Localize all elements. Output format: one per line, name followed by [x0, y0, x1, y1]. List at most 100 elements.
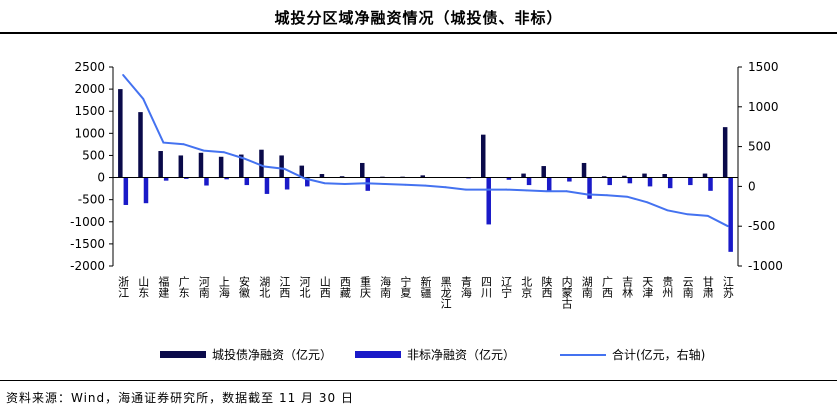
point-total-27 [666, 209, 669, 212]
y-right-tick-label: 1000 [748, 100, 779, 114]
bar-bond-24 [601, 176, 607, 178]
point-total-20 [525, 189, 528, 192]
point-total-16 [444, 186, 447, 189]
x-tick-label-26: 天津 [641, 276, 654, 298]
x-tick-label-23: 湖南 [580, 276, 593, 298]
y-left-tick-label: 2500 [74, 60, 105, 74]
bar-bond-5 [218, 156, 224, 178]
point-total-0 [122, 74, 124, 76]
bar-bond-25 [622, 175, 627, 178]
bar-bond-12 [360, 162, 365, 178]
point-total-19 [505, 188, 508, 191]
bar-bond-15 [420, 175, 425, 178]
point-total-7 [263, 165, 266, 168]
point-total-15 [424, 184, 427, 187]
bar-bond-1 [138, 112, 143, 178]
legend-swatch-nonstd [355, 351, 401, 358]
bar-bond-23 [581, 162, 587, 178]
y-right-tick-label: 0 [748, 179, 756, 193]
legend-label-bond: 城投债净融资（亿元） [212, 348, 333, 362]
bar-bond-11 [339, 176, 345, 178]
bar-nonstd-0 [123, 177, 129, 205]
x-tick-label-15: 新疆 [419, 275, 432, 298]
bar-nonstd-8 [284, 177, 290, 190]
bar-bond-26 [642, 173, 647, 178]
source-note: 资料来源：Wind，海通证券研究所，数据截至 11 月 30 日 [6, 391, 354, 405]
line-total [122, 74, 729, 228]
x-tick-label-3: 广东 [177, 276, 190, 298]
legend-swatch-bond [160, 351, 206, 358]
point-total-17 [464, 188, 467, 191]
bar-bond-21 [541, 166, 546, 178]
x-tick-label-28: 云南 [681, 276, 694, 298]
bar-nonstd-23 [587, 177, 592, 199]
x-tick-label-1: 山东 [137, 276, 150, 298]
y-right-tick-label: -500 [748, 219, 775, 233]
bar-nonstd-27 [667, 177, 673, 189]
x-tick-label-5: 上海 [217, 276, 230, 299]
bar-bond-2 [158, 151, 163, 178]
point-total-11 [343, 183, 346, 185]
bar-nonstd-25 [627, 177, 633, 184]
bar-bond-0 [118, 89, 123, 178]
bar-bond-4 [198, 152, 204, 178]
x-tick-label-10: 山西 [318, 276, 331, 298]
x-tick-label-8: 江西 [278, 276, 291, 298]
point-total-8 [283, 167, 286, 170]
y-left-tick-label: 0 [97, 171, 105, 185]
x-tick-label-6: 安徽 [238, 275, 251, 299]
x-tick-label-9: 河北 [298, 276, 311, 298]
bar-bond-29 [702, 173, 708, 178]
bar-nonstd-28 [688, 177, 693, 186]
bar-nonstd-9 [305, 177, 310, 187]
point-total-29 [706, 214, 709, 217]
point-total-2 [162, 141, 165, 144]
bar-bond-10 [319, 174, 325, 178]
legend: 城投债净融资（亿元） 非标净融资（亿元） 合计(亿元，右轴) [0, 346, 837, 366]
bar-bond-6 [239, 154, 244, 178]
x-tick-label-0: 浙江 [117, 276, 130, 298]
point-total-13 [384, 183, 387, 185]
x-tick-label-14: 宁夏 [399, 275, 412, 298]
point-total-25 [626, 195, 629, 198]
x-tick-label-18: 四川 [479, 276, 492, 298]
chart-plot: 2500 2000 1500 1000 500 0 -500 -1000 -1500 -2000 1… [70, 60, 783, 309]
x-tick-label-30: 江苏 [721, 276, 734, 299]
point-total-9 [303, 177, 306, 180]
point-total-5 [222, 151, 225, 154]
x-tick-label-25: 吉林 [621, 276, 634, 298]
bar-nonstd-6 [244, 177, 250, 186]
bar-nonstd-3 [184, 177, 189, 179]
point-total-12 [364, 182, 366, 185]
x-tick-label-24: 广西 [600, 276, 613, 298]
bar-bond-7 [259, 149, 264, 178]
y-right-tick-label: 500 [748, 140, 771, 154]
bar-nonstd-24 [607, 177, 612, 186]
bar-nonstd-19 [506, 177, 512, 180]
point-total-30 [727, 225, 729, 228]
bar-nonstd-30 [728, 177, 733, 252]
point-total-24 [606, 194, 608, 197]
point-total-18 [485, 188, 487, 191]
point-total-6 [243, 157, 245, 160]
title-bar: 城投分区域净融资情况（城投债、非标） [0, 0, 837, 34]
bar-nonstd-5 [224, 177, 229, 180]
bar-bond-8 [279, 155, 284, 178]
point-total-28 [686, 213, 689, 216]
x-tick-label-2: 福建 [157, 275, 170, 299]
legend-label-nonstd: 非标净融资（亿元） [407, 348, 516, 362]
bar-nonstd-18 [486, 177, 491, 225]
bar-bond-27 [662, 174, 667, 178]
x-tick-label-29: 甘肃 [701, 276, 714, 299]
y-left-tick-label: 2000 [74, 82, 105, 96]
bar-nonstd-2 [163, 177, 169, 181]
point-total-1 [142, 97, 145, 100]
x-tick-label-11: 西藏 [338, 276, 351, 299]
point-total-3 [182, 143, 185, 146]
bar-bond-3 [178, 155, 184, 178]
y-left-tick-label: -500 [78, 193, 105, 207]
x-tick-label-12: 重庆 [359, 275, 372, 299]
y-left-tick-label: -1000 [70, 215, 105, 229]
y-right-tick-label: -1000 [748, 259, 783, 273]
y-left-tick-label: 500 [82, 148, 105, 162]
